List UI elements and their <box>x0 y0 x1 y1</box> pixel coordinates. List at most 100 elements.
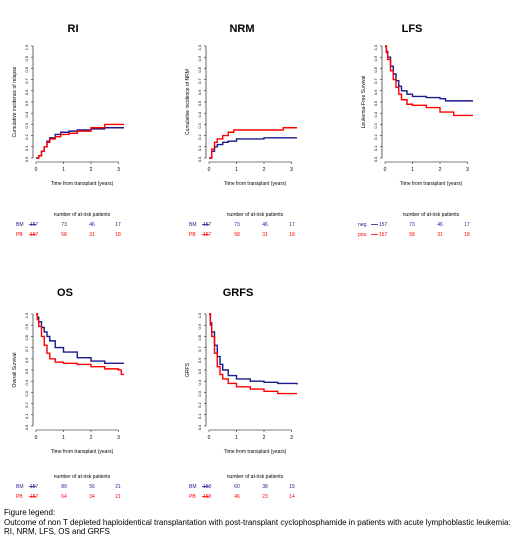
risk-value: 15 <box>289 484 295 490</box>
y-tick-label: 0.8 <box>373 66 378 72</box>
risk-value: 17 <box>115 222 121 228</box>
risk-row-label: BM <box>189 222 197 228</box>
y-tick-label: 0.9 <box>373 55 378 61</box>
y-tick-label: 0.5 <box>197 100 202 106</box>
risk-value: 31 <box>262 232 268 238</box>
y-tick-label: 0.0 <box>197 156 202 162</box>
x-tick-label: 1 <box>62 167 65 173</box>
x-axis-label: Time from transplant (years) <box>51 181 114 187</box>
chart-title: LFS <box>402 23 423 35</box>
series-line-PB <box>209 313 297 395</box>
chart-title: NRM <box>229 23 254 35</box>
y-tick-label: 0.7 <box>373 78 378 84</box>
y-tick-label: 0.3 <box>24 390 29 396</box>
risk-value: 58 <box>234 232 240 238</box>
risk-value: 157 <box>30 494 39 500</box>
risk-row-label: BM <box>16 222 24 228</box>
y-tick-label: 0.7 <box>197 78 202 84</box>
risk-row-label: PB <box>16 232 23 238</box>
y-tick-label: 0.3 <box>24 122 29 128</box>
y-tick-label: 0.4 <box>24 379 29 385</box>
y-tick-label: 0.2 <box>373 134 378 140</box>
risk-value: 14 <box>289 494 295 500</box>
y-tick-label: 0.0 <box>24 156 29 162</box>
risk-value: 21 <box>115 494 121 500</box>
figure-legend-text: Outcome of non T depleted haploidentical… <box>4 517 511 537</box>
y-tick-label: 1.0 <box>197 312 202 318</box>
risk-value: 18 <box>115 232 121 238</box>
risk-value: 158 <box>203 494 212 500</box>
risk-value: 21 <box>115 484 121 490</box>
x-tick-label: 2 <box>90 435 93 441</box>
y-tick-label: 0.7 <box>24 346 29 352</box>
figure-legend: Figure legend: Outcome of non T depleted… <box>4 508 516 537</box>
risk-value: 31 <box>437 232 443 238</box>
y-tick-label: 0.6 <box>197 357 202 363</box>
risk-table-title: number of at-risk patients <box>227 474 284 480</box>
risk-value: 17 <box>464 222 470 228</box>
risk-value: 23 <box>262 494 268 500</box>
y-tick-label: 0.3 <box>197 122 202 128</box>
risk-value: 46 <box>437 222 443 228</box>
y-tick-label: 1.0 <box>24 44 29 50</box>
y-tick-label: 0.1 <box>197 413 202 419</box>
y-axis-label: Cumulative incidence of relapse <box>12 66 18 137</box>
x-tick-label: 2 <box>439 167 442 173</box>
risk-value: 18 <box>464 232 470 238</box>
risk-value: 89 <box>61 484 67 490</box>
risk-value: 38 <box>262 484 268 490</box>
y-tick-label: 0.5 <box>24 100 29 106</box>
risk-value: 73 <box>234 222 240 228</box>
risk-value: 73 <box>409 222 415 228</box>
y-tick-label: 0.7 <box>197 346 202 352</box>
x-tick-label: 2 <box>263 167 266 173</box>
y-tick-label: 0.9 <box>24 323 29 329</box>
risk-value: 157 <box>30 232 39 238</box>
risk-value: 73 <box>61 222 67 228</box>
y-tick-label: 0.0 <box>197 424 202 430</box>
risk-table-title: number of at-risk patients <box>227 212 284 218</box>
figure-legend-title: Figure legend: <box>4 508 56 517</box>
x-tick-label: 0 <box>35 435 38 441</box>
x-axis-label: Time from transplant (years) <box>224 449 287 455</box>
y-axis-label: Cumulative incidence of NRM <box>185 69 191 135</box>
y-tick-label: 0.6 <box>373 89 378 95</box>
x-tick-label: 1 <box>235 435 238 441</box>
x-tick-label: 3 <box>290 435 293 441</box>
risk-row-label: BM <box>189 484 197 490</box>
y-tick-label: 1.0 <box>197 44 202 50</box>
chart-title: RI <box>68 23 79 35</box>
risk-value: 157 <box>203 222 212 228</box>
risk-value: 34 <box>89 494 95 500</box>
y-tick-label: 0.8 <box>24 334 29 340</box>
chart-panel-nrm: NRM 0.0 0.1 0.2 0.3 0.4 0.5 0.6 0.7 0.8 0.9 1.0 Cumu… <box>185 23 297 238</box>
y-tick-label: 1.0 <box>24 312 29 318</box>
risk-value: 46 <box>262 222 268 228</box>
x-tick-label: 1 <box>62 435 65 441</box>
y-tick-label: 0.1 <box>373 145 378 151</box>
y-tick-label: 0.0 <box>373 156 378 162</box>
series-line-BM <box>209 137 297 159</box>
y-tick-label: 0.2 <box>197 402 202 408</box>
risk-value: 157 <box>379 222 388 228</box>
risk-row-label: neg. <box>358 222 368 228</box>
x-tick-label: 0 <box>208 435 211 441</box>
y-tick-label: 1.0 <box>373 44 378 50</box>
chart-title: OS <box>57 287 73 299</box>
y-tick-label: 0.7 <box>24 78 29 84</box>
y-tick-label: 0.4 <box>24 111 29 117</box>
x-tick-label: 0 <box>208 167 211 173</box>
y-tick-label: 0.2 <box>24 402 29 408</box>
y-tick-label: 0.8 <box>24 66 29 72</box>
risk-value: 46 <box>234 494 240 500</box>
y-tick-label: 0.3 <box>373 122 378 128</box>
y-axis-label: Leukemia-Free Survival <box>361 76 367 129</box>
x-tick-label: 1 <box>411 167 414 173</box>
series-line-PB <box>36 313 124 376</box>
risk-value: 157 <box>30 222 39 228</box>
y-tick-label: 0.6 <box>24 89 29 95</box>
x-tick-label: 1 <box>235 167 238 173</box>
chart-panel-ri: RI 0.0 0.1 0.2 0.3 0.4 0.5 0.6 0.7 0.8 0.9 1.0 Cumul… <box>12 23 124 238</box>
series-line-PB <box>36 123 124 159</box>
y-tick-label: 0.6 <box>197 89 202 95</box>
